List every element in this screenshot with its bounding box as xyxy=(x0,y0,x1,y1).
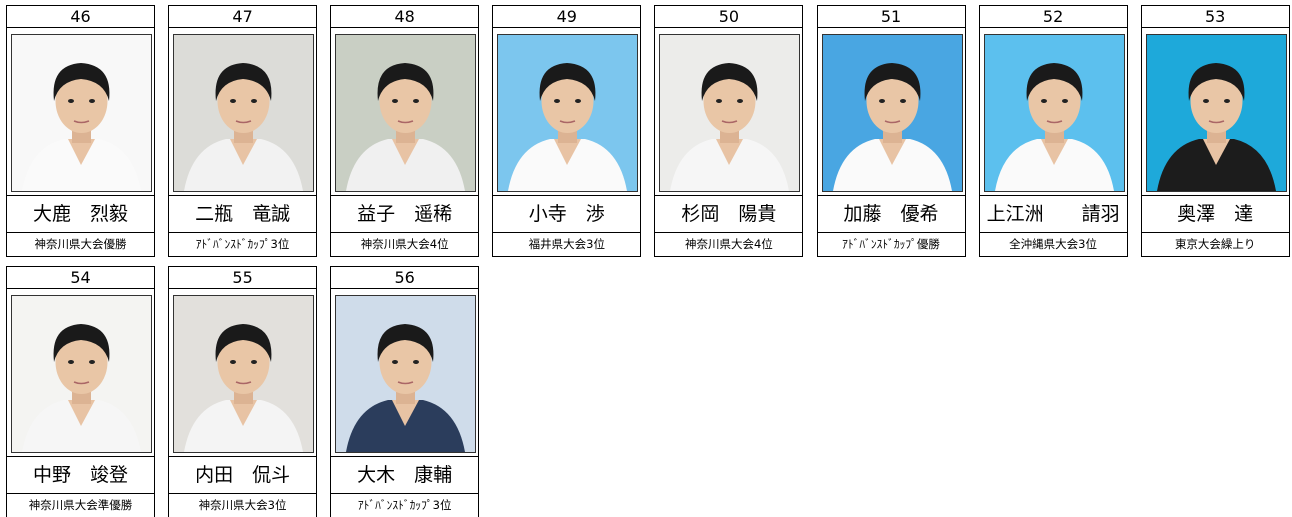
player-number: 55 xyxy=(168,265,318,289)
player-award: 東京大会繰上り xyxy=(1140,232,1290,257)
photo-frame xyxy=(6,287,155,457)
player-photo xyxy=(659,34,801,192)
player-name: 大鹿 烈毅 xyxy=(6,195,155,233)
player-number: 53 xyxy=(1140,5,1290,28)
player-award: 全沖縄県大会3位 xyxy=(978,232,1128,257)
player-card: 51 加藤 優希 ｱﾄﾞﾊﾞﾝｽﾄﾞｶｯﾌﾟ優勝 xyxy=(816,5,966,257)
player-award: ｱﾄﾞﾊﾞﾝｽﾄﾞｶｯﾌﾟ優勝 xyxy=(816,232,966,257)
player-number: 56 xyxy=(330,265,480,289)
player-photo xyxy=(173,294,315,453)
photo-frame xyxy=(816,27,966,196)
player-award: ｱﾄﾞﾊﾞﾝｽﾄﾞｶｯﾌﾟ3位 xyxy=(330,492,480,517)
player-photo xyxy=(11,34,152,192)
player-number: 50 xyxy=(654,5,804,28)
player-card: 47 二瓶 竜誠 ｱﾄﾞﾊﾞﾝｽﾄﾞｶｯﾌﾟ3位 xyxy=(168,5,318,257)
player-photo xyxy=(173,34,315,192)
player-award: 神奈川県大会4位 xyxy=(654,232,804,257)
photo-frame xyxy=(168,27,318,196)
player-card: 55 内田 侃斗 神奈川県大会3位 xyxy=(168,265,318,517)
player-card: 54 中野 竣登 神奈川県大会準優勝 xyxy=(6,265,155,517)
player-name: 益子 遥稀 xyxy=(330,195,480,233)
player-award: 神奈川県大会3位 xyxy=(168,492,318,517)
player-name: 上江洲 請羽 xyxy=(978,195,1128,233)
photo-frame xyxy=(330,27,480,196)
player-award: 神奈川県大会4位 xyxy=(330,232,480,257)
player-name: 小寺 渉 xyxy=(492,195,642,233)
photo-frame xyxy=(6,27,155,196)
photo-frame xyxy=(330,287,480,457)
player-name: 大木 康輔 xyxy=(330,455,480,494)
player-number: 52 xyxy=(978,5,1128,28)
photo-frame xyxy=(168,287,318,457)
player-name: 杉岡 陽貴 xyxy=(654,195,804,233)
player-photo xyxy=(335,294,477,453)
player-number: 46 xyxy=(6,5,155,28)
player-number: 49 xyxy=(492,5,642,28)
player-number: 48 xyxy=(330,5,480,28)
player-photo xyxy=(335,34,477,192)
player-name: 二瓶 竜誠 xyxy=(168,195,318,233)
photo-frame xyxy=(492,27,642,196)
photo-frame xyxy=(978,27,1128,196)
player-card: 49 小寺 渉福井県大会3位 xyxy=(492,5,642,257)
player-name: 中野 竣登 xyxy=(6,455,155,494)
player-card: 46 大鹿 烈毅 神奈川県大会優勝 xyxy=(6,5,155,257)
player-photo xyxy=(983,34,1125,192)
player-award: 福井県大会3位 xyxy=(492,232,642,257)
player-photo xyxy=(11,294,152,453)
player-name: 内田 侃斗 xyxy=(168,455,318,494)
player-card: 48 益子 遥稀 神奈川県大会4位 xyxy=(330,5,480,257)
player-award: ｱﾄﾞﾊﾞﾝｽﾄﾞｶｯﾌﾟ3位 xyxy=(168,232,318,257)
player-photo xyxy=(497,34,639,192)
player-card: 56 大木 康輔 ｱﾄﾞﾊﾞﾝｽﾄﾞｶｯﾌﾟ3位 xyxy=(330,265,480,517)
player-number: 47 xyxy=(168,5,318,28)
player-photo xyxy=(1145,34,1287,192)
player-award: 神奈川県大会優勝 xyxy=(6,232,155,257)
photo-frame xyxy=(1140,27,1290,196)
player-photo xyxy=(821,34,963,192)
player-card: 52 上江洲 請羽 全沖縄県大会3位 xyxy=(978,5,1128,257)
player-number: 51 xyxy=(816,5,966,28)
player-card: 53 奥澤 達東京大会繰上り xyxy=(1140,5,1290,257)
photo-frame xyxy=(654,27,804,196)
player-name: 奥澤 達 xyxy=(1140,195,1290,233)
player-name: 加藤 優希 xyxy=(816,195,966,233)
player-number: 54 xyxy=(6,265,155,289)
player-card: 50 杉岡 陽貴 神奈川県大会4位 xyxy=(654,5,804,257)
player-award: 神奈川県大会準優勝 xyxy=(6,492,155,517)
